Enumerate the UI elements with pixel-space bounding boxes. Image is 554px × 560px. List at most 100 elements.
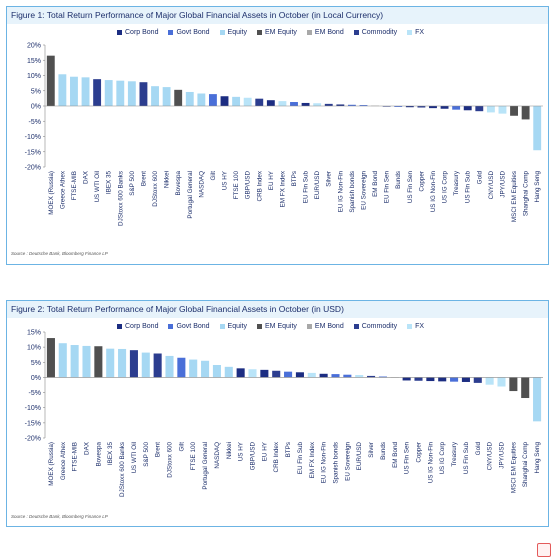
category-label: Bunds xyxy=(380,442,387,460)
category-label: Gilt xyxy=(178,442,185,452)
category-label: Hang Seng xyxy=(534,442,541,474)
bar-shanghai-comp xyxy=(521,106,530,120)
legend-item-equity: Equity xyxy=(219,323,247,330)
y-tick-label: 10% xyxy=(27,73,41,80)
bar-bovespa xyxy=(174,89,183,106)
y-tick-label: 20% xyxy=(27,43,41,50)
bar-nasdaq xyxy=(212,365,221,378)
bar-eu-sovereign xyxy=(359,105,368,106)
category-label: US HY xyxy=(238,441,245,461)
y-tick-label: -5% xyxy=(29,390,41,397)
bar-brent xyxy=(139,82,148,106)
legend-swatch-icon xyxy=(257,29,263,35)
bar-ibex-35 xyxy=(106,348,115,378)
y-tick-label: -5% xyxy=(29,119,41,126)
bar-spanish-bonds xyxy=(331,374,340,378)
y-tick-label: 5% xyxy=(31,88,41,95)
category-label: EU IG Non-Fin xyxy=(321,442,328,484)
legend-label: Corp Bond xyxy=(125,29,159,36)
legend-item-em-equity: EM Equity xyxy=(257,323,297,330)
bar-msci-em-equities xyxy=(510,106,518,116)
category-label: EU Fin Sub xyxy=(297,442,304,475)
category-label: Brent xyxy=(155,442,162,457)
bar-eur-usd xyxy=(355,375,364,378)
bar-ftse-mib xyxy=(70,345,79,378)
category-label: DAX xyxy=(83,170,90,184)
category-label: EU IG Non-Fin xyxy=(337,171,344,213)
legend-label: Commodity xyxy=(361,29,398,36)
y-tick-label: -15% xyxy=(25,149,41,156)
bar-djstoxx-600-banks xyxy=(116,80,125,106)
bar-hang-seng xyxy=(533,377,542,422)
corner-badge-icon xyxy=(537,543,551,557)
figure-1-panel: Figure 1: Total Return Performance of Ma… xyxy=(6,6,549,265)
bar-btps xyxy=(284,371,293,378)
figure-2-panel: Figure 2: Total Return Performance of Ma… xyxy=(6,300,549,527)
category-label: Silver xyxy=(368,442,375,458)
bar-us-fin-sen xyxy=(405,106,414,108)
figure-1-source: Source : Deutsche Bank, Bloomberg Financ… xyxy=(11,251,108,256)
bar-us-ig-corp xyxy=(438,377,447,382)
bar-us-hy xyxy=(236,368,245,378)
bar-us-ig-non-fin xyxy=(429,106,437,109)
category-label: CRB Index xyxy=(273,441,280,472)
bar-btps xyxy=(290,102,298,106)
legend-item-commodity: Commodity xyxy=(353,323,398,330)
category-label: EM Bond xyxy=(372,171,379,197)
bar-eu-fin-sub xyxy=(301,102,310,106)
bar-us-wti-oil xyxy=(129,350,138,378)
legend-swatch-icon xyxy=(219,323,225,329)
category-label: S&P 500 xyxy=(143,442,150,467)
bar-us-ig-corp xyxy=(440,106,449,109)
figure-1-chart: 20% 15% 10% 5% 0% -5% -10% -15% -20% MOEX (Russia… xyxy=(25,43,543,226)
legend-item-corp-bond: Corp Bond xyxy=(117,323,158,330)
category-label: S&P 500 xyxy=(129,171,136,196)
bar-us-ig-non-fin xyxy=(426,377,435,382)
category-label: Hang Seng xyxy=(534,171,541,203)
figure-2-source: Source : Deutsche Bank, Bloomberg Financ… xyxy=(11,514,108,519)
category-label: GBP/USD xyxy=(245,171,252,200)
category-label: CNY/USD xyxy=(488,171,495,200)
bar-ibex-35 xyxy=(104,80,113,106)
legend-item-commodity: Commodity xyxy=(353,29,398,36)
category-label: DAX xyxy=(84,441,91,455)
category-label: FTSE 100 xyxy=(190,442,197,471)
category-label: US IG Non-Fin xyxy=(427,442,434,484)
category-label: US Fin Sub xyxy=(463,442,470,475)
category-label: DJStoxx 600 Banks xyxy=(117,171,124,226)
category-label: US HY xyxy=(222,170,229,190)
category-label: MOEX (Russia) xyxy=(48,171,55,215)
bar-us-fin-sen xyxy=(402,377,411,381)
category-label: EU HY xyxy=(261,441,268,461)
y-tick-label: -20% xyxy=(25,165,41,172)
bar-gilt xyxy=(208,94,217,106)
legend-item-fx: FX xyxy=(407,323,424,330)
figure-2-legend: Corp Bond Govt Bond Equity EM Equity EM Bond… xyxy=(117,323,434,330)
y-tick-label: 15% xyxy=(27,58,41,65)
category-label: US IG Non-Fin xyxy=(430,171,437,213)
bar-moex-russia- xyxy=(46,55,55,106)
category-label: Portugal General xyxy=(202,442,209,490)
category-label: EM Bond xyxy=(392,442,399,468)
legend-swatch-icon xyxy=(353,29,359,35)
category-label: CRB Index xyxy=(256,170,263,201)
category-label: Gold xyxy=(475,442,482,456)
category-label: FTSE-MIB xyxy=(72,442,79,471)
bar-silver xyxy=(324,103,333,106)
bar-em-fx-index xyxy=(307,372,316,378)
category-label: JPY/USD xyxy=(499,171,506,198)
figure-2-chart: 15% 10% 5% 0% -5% -10% -15% -20% MOEX (Russia) Gr… xyxy=(25,330,543,497)
bar-eu-hy xyxy=(260,369,269,378)
bar-dax xyxy=(81,77,90,106)
category-label: EU Fin Sub xyxy=(303,171,310,204)
category-label: US Fin Sen xyxy=(407,171,414,204)
category-label: EU Fin Sen xyxy=(384,171,391,204)
legend-swatch-icon xyxy=(168,323,174,329)
category-label: US IG Corp xyxy=(442,171,449,204)
y-tick-label: -10% xyxy=(25,405,41,412)
legend-label: EM Bond xyxy=(314,323,344,330)
category-label: EU Sovereign xyxy=(360,171,367,210)
legend-label: Commodity xyxy=(361,323,398,330)
bar-copper xyxy=(417,106,426,108)
bar-cny-usd xyxy=(485,377,494,385)
